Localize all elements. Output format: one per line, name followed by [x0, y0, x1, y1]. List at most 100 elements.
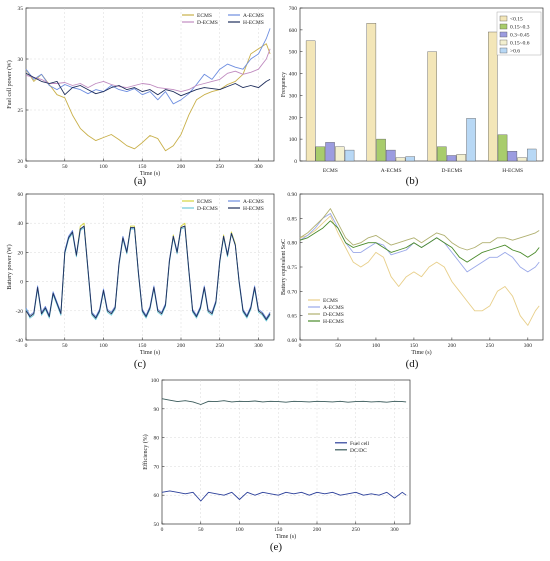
y-tick-label: 200 — [289, 115, 298, 121]
y-tick-label: 0 — [20, 280, 23, 286]
legend-label: H-ECMS — [323, 319, 344, 325]
y-tick-label: 0.80 — [287, 241, 297, 247]
x-tick-label: 150 — [410, 343, 419, 349]
x-axis-label: Time (s) — [140, 349, 160, 356]
legend-label: 0.3~0.45 — [510, 33, 530, 39]
x-tick-label: 250 — [216, 164, 225, 170]
x-tick-label: 150 — [138, 164, 147, 170]
legend-label: D-ECMS — [323, 312, 344, 318]
x-category-label: ECMS — [323, 168, 338, 174]
panel-label: (c) — [134, 358, 147, 370]
y-tick-label: 400 — [289, 72, 298, 78]
x-axis-label: Time (s) — [276, 533, 296, 540]
series-line-h-ecms — [25, 225, 271, 321]
legend-label: H-ECMS — [243, 20, 264, 26]
y-axis-label: Fuel cell power (W) — [6, 60, 13, 108]
series-line-ecms — [299, 215, 540, 326]
x-tick-label: 100 — [99, 164, 108, 170]
x-tick-label: 300 — [524, 343, 533, 349]
y-tick-label: 500 — [289, 50, 298, 56]
y-tick-label: 30 — [18, 57, 24, 63]
x-tick-label: 0 — [161, 527, 164, 533]
series-line-ecms — [25, 222, 271, 321]
x-tick-label: 300 — [390, 527, 399, 533]
bar — [325, 142, 335, 162]
y-tick-label: 70 — [154, 464, 160, 470]
legend-swatch — [499, 31, 508, 38]
series-line-d-ecms — [25, 227, 271, 322]
y-tick-label: 0.75 — [287, 265, 297, 271]
y-axis-label: Frequency — [281, 72, 287, 97]
x-tick-label: 100 — [372, 343, 381, 349]
x-axis-label: Time (s) — [140, 170, 160, 177]
bar — [376, 138, 386, 162]
x-tick-label: 100 — [235, 527, 244, 533]
x-tick-label: 150 — [274, 527, 283, 533]
bar — [335, 146, 345, 162]
x-axis-label: Time (s) — [411, 349, 431, 356]
legend-label: 0.15~0.6 — [510, 41, 530, 47]
legend-swatch — [499, 15, 508, 22]
x-tick-label: 200 — [448, 343, 457, 349]
y-axis-label: Efficiency (%) — [142, 434, 149, 469]
bar — [437, 146, 447, 162]
y-tick-label: 600 — [289, 28, 298, 34]
x-tick-label: 200 — [313, 527, 322, 533]
x-tick-label: 50 — [198, 527, 204, 533]
y-tick-label: 0.65 — [287, 314, 297, 320]
x-tick-label: 250 — [216, 343, 225, 349]
legend-label: DC/DC — [350, 448, 367, 454]
bar — [497, 134, 508, 162]
panel-label: (a) — [134, 175, 147, 187]
x-tick-label: 50 — [335, 343, 341, 349]
y-tick-label: 0 — [294, 159, 297, 165]
x-tick-label: 200 — [177, 164, 186, 170]
y-tick-label: 100 — [151, 378, 160, 384]
legend-label: D-ECMS — [197, 20, 218, 26]
panel-d-chart: 0.60 0.65 0.70 0.75 0.80 0.85 0.90 Battery equi… — [281, 192, 544, 370]
y-tick-label: 20 — [18, 159, 24, 165]
panel-label: (d) — [406, 358, 419, 370]
bar — [305, 40, 316, 162]
y-tick-label: 100 — [289, 137, 298, 143]
y-tick-label: 0.70 — [287, 289, 297, 295]
plot-frame — [25, 193, 275, 341]
y-tick-label: 50 — [154, 522, 160, 528]
x-tick-label: 150 — [138, 343, 147, 349]
series-line-dc-dc — [161, 398, 407, 405]
bar — [366, 23, 377, 162]
legend-swatch — [499, 23, 508, 30]
y-tick-label: 80 — [154, 436, 160, 442]
panel-a-chart: 20 25 30 35 Fuel cell power (W) 0 50 100 150 200 2… — [6, 6, 275, 187]
bar — [405, 156, 416, 162]
plot-frame — [25, 7, 275, 162]
series-line-ecms — [25, 43, 271, 152]
x-tick-label: 250 — [352, 527, 361, 533]
bar — [386, 149, 396, 162]
y-tick-label: 60 — [154, 493, 160, 499]
bar — [395, 157, 406, 162]
legend-label: >0.6 — [510, 49, 520, 55]
y-tick-label: 0.60 — [287, 338, 297, 344]
y-tick-label: 0.90 — [287, 192, 297, 198]
x-tick-label: 250 — [486, 343, 495, 349]
x-tick-label: 300 — [254, 343, 263, 349]
legend-label: 0.15~0.3 — [510, 25, 530, 31]
y-tick-label: -20 — [16, 309, 24, 315]
x-tick-label: 200 — [177, 343, 186, 349]
legend-label: ECMS — [323, 298, 338, 304]
x-tick-label: 50 — [62, 343, 68, 349]
legend-label: Fuel cell — [350, 441, 370, 447]
bar — [507, 150, 518, 162]
series-line-a-ecms — [25, 28, 271, 105]
bar — [456, 154, 467, 162]
x-tick-label: 300 — [254, 164, 263, 170]
bar — [466, 118, 476, 162]
legend-label: <0.15 — [510, 17, 523, 23]
legend-label: ECMS — [197, 199, 212, 205]
x-category-label: A-ECMS — [381, 168, 402, 174]
y-axis-label: Battery equivalent SoC — [281, 239, 287, 295]
legend-label: A-ECMS — [323, 305, 344, 311]
